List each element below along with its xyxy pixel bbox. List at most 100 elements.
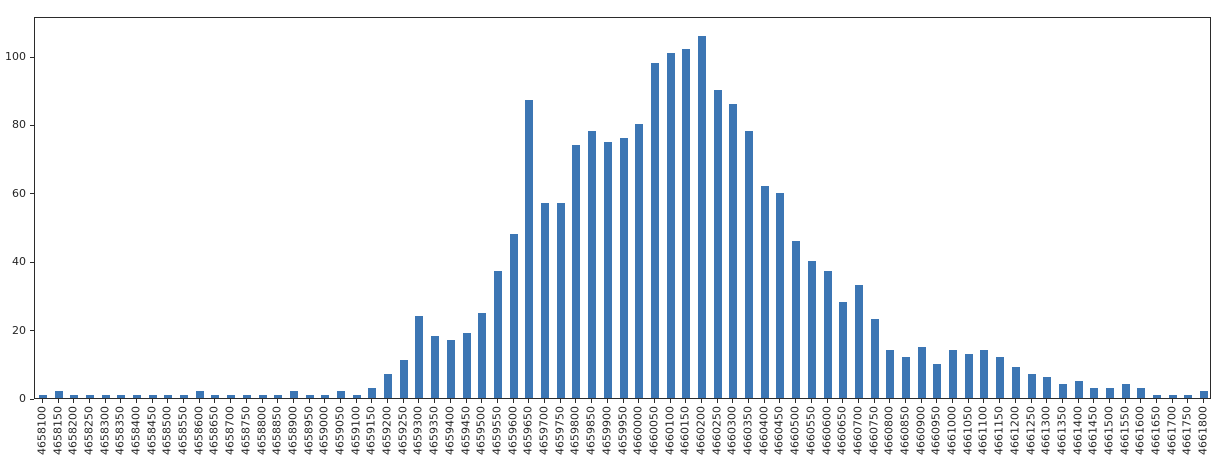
y-tick-label: 60 [12, 186, 26, 200]
bar [980, 350, 989, 398]
x-tick [214, 399, 216, 403]
x-tick [355, 399, 357, 403]
x-tick [716, 399, 718, 403]
x-tick-label: 4660350 [741, 406, 755, 462]
x-tick-label-text: 4658650 [207, 406, 221, 455]
x-tick [732, 399, 734, 403]
x-tick [700, 399, 702, 403]
x-tick-label-text: 4660150 [678, 406, 692, 455]
x-tick-label-text: 4659900 [600, 406, 614, 455]
bar [399, 360, 408, 398]
x-tick-label: 4658800 [255, 406, 269, 462]
bar [729, 103, 738, 398]
x-tick-label-text: 4659250 [396, 406, 410, 455]
x-tick-label-text: 4659100 [349, 406, 363, 455]
x-tick [57, 399, 59, 403]
x-tick-label-text: 4658400 [129, 406, 143, 455]
bar [823, 271, 832, 398]
x-tick [449, 399, 451, 403]
x-tick-label-text: 4661050 [961, 406, 975, 455]
bar [901, 356, 910, 398]
x-tick [261, 399, 263, 403]
bar [635, 124, 644, 398]
bar [242, 394, 251, 398]
x-tick-label-text: 4659800 [568, 406, 582, 455]
x-tick-label: 4658200 [66, 406, 80, 462]
y-tick-label: 80 [12, 118, 26, 132]
x-tick [920, 399, 922, 403]
x-tick [340, 399, 342, 403]
x-tick [1046, 399, 1048, 403]
x-tick-label-text: 4658700 [223, 406, 237, 455]
x-tick-label-text: 4661150 [992, 406, 1006, 455]
bar [415, 315, 424, 398]
x-tick-label-text: 4660900 [914, 406, 928, 455]
x-tick-label-text: 4658600 [192, 406, 206, 455]
x-tick-label-text: 4658300 [98, 406, 112, 455]
x-tick-label: 4661450 [1086, 406, 1100, 462]
x-tick-label-text: 4660350 [741, 406, 755, 455]
x-tick-label-text: 4658200 [66, 406, 80, 455]
x-tick-label: 4659000 [317, 406, 331, 462]
bar [697, 35, 706, 398]
x-tick-label-text: 4661650 [1149, 406, 1163, 455]
bar [745, 131, 754, 398]
bar [148, 394, 157, 398]
x-tick-label: 4660800 [882, 406, 896, 462]
x-tick [371, 399, 373, 403]
x-tick-label: 4661350 [1055, 406, 1069, 462]
x-tick [1077, 399, 1079, 403]
x-tick-label-text: 4659550 [490, 406, 504, 455]
bar [337, 391, 346, 398]
x-tick-label-text: 4658950 [302, 406, 316, 455]
x-tick [1108, 399, 1110, 403]
x-tick-label: 4659400 [443, 406, 457, 462]
x-tick-label-text: 4659350 [427, 406, 441, 455]
bar [478, 312, 487, 398]
x-tick-label: 4659850 [584, 406, 598, 462]
x-tick-label-text: 4658450 [145, 406, 159, 455]
bar [933, 363, 942, 398]
x-tick-label-text: 4659950 [616, 406, 629, 455]
bar [289, 391, 298, 398]
x-tick-label-text: 4660750 [867, 406, 881, 455]
x-tick-label-text: 4661400 [1071, 406, 1085, 455]
x-tick-label: 4660200 [694, 406, 708, 462]
x-tick-label: 4660750 [867, 406, 881, 462]
x-tick-label: 4658600 [192, 406, 206, 462]
x-tick [591, 399, 593, 403]
x-tick-label-text: 4661800 [1196, 406, 1210, 455]
bar [368, 387, 377, 398]
x-tick-label: 4659500 [474, 406, 488, 462]
bar [305, 394, 314, 398]
bar [1027, 374, 1036, 398]
x-tick-label-text: 4658800 [255, 406, 269, 455]
x-tick-label: 4660500 [788, 406, 802, 462]
y-tick-label: 100 [5, 50, 26, 63]
x-tick [230, 399, 232, 403]
x-tick [685, 399, 687, 403]
x-tick [245, 399, 247, 403]
y-tick-label: 20 [12, 323, 26, 337]
x-tick-label: 4661700 [1165, 406, 1179, 462]
x-tick [606, 399, 608, 403]
x-tick-label-text: 4661000 [945, 406, 959, 455]
bar [996, 356, 1005, 398]
y-tick [30, 398, 34, 400]
bar [650, 62, 659, 398]
x-tick-label-text: 4661550 [1118, 406, 1132, 455]
y-tick [30, 56, 34, 58]
x-tick-label: 4660650 [835, 406, 849, 462]
x-tick-label-text: 4661250 [1024, 406, 1038, 455]
bar [713, 90, 722, 398]
bar [1074, 380, 1083, 398]
bar [1090, 387, 1099, 398]
bar [1011, 367, 1020, 398]
x-tick-label: 4658550 [176, 406, 190, 462]
x-tick-label: 4659700 [537, 406, 551, 462]
x-tick [481, 399, 483, 403]
x-tick-label: 4659550 [490, 406, 504, 462]
bar [1121, 384, 1130, 398]
x-tick-label: 4658450 [145, 406, 159, 462]
x-tick [559, 399, 561, 403]
